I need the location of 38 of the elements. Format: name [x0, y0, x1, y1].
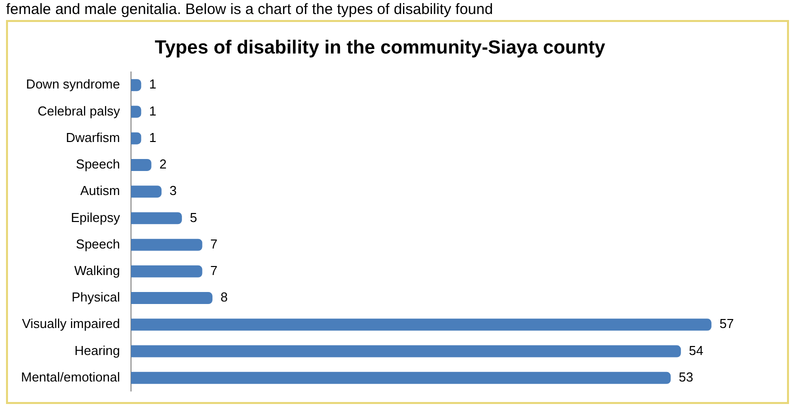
chart-title: Types of disability in the community-Siaya county — [154, 38, 606, 59]
data-label: 53 — [678, 369, 694, 384]
data-label: 57 — [719, 316, 734, 332]
y-tick-label: Speech — [76, 156, 120, 172]
data-label: 1 — [149, 103, 156, 118]
y-tick-label: Walking — [74, 263, 120, 278]
data-label: 1 — [149, 130, 156, 145]
text: female and male genitalia. Below is a chart of the types of disability found — [5, 0, 494, 20]
bar — [131, 132, 142, 144]
bar — [131, 292, 212, 304]
y-tick-label: Mental/emotional — [21, 369, 120, 384]
y-tick-label: Visually impaired — [22, 316, 120, 332]
y-tick-label: Epilepsy — [70, 210, 120, 225]
bar — [131, 186, 162, 198]
y-tick-label: Physical — [72, 290, 120, 305]
bar — [131, 79, 142, 92]
bar — [131, 372, 671, 384]
data-label: 1 — [149, 76, 156, 92]
y-tick-label: Dwarfism — [66, 130, 120, 145]
bar — [131, 158, 152, 171]
data-label: 3 — [170, 183, 177, 198]
y-tick-label: Celebral palsy — [38, 103, 120, 118]
bar — [131, 345, 681, 358]
bar — [131, 318, 712, 331]
data-label: 8 — [220, 290, 228, 305]
data-label: 7 — [210, 236, 218, 252]
bar — [131, 106, 142, 118]
bar — [131, 212, 182, 224]
data-label: 7 — [210, 263, 218, 278]
y-tick-label: Autism — [80, 183, 120, 198]
bar — [131, 265, 202, 278]
bar — [131, 238, 202, 251]
data-label: 2 — [159, 156, 167, 172]
data-label: 5 — [190, 210, 198, 225]
y-tick-label: Hearing — [74, 342, 120, 358]
y-tick-label: Down syndrome — [26, 76, 120, 92]
y-tick-label: Speech — [76, 236, 120, 252]
data-label: 54 — [688, 342, 704, 358]
